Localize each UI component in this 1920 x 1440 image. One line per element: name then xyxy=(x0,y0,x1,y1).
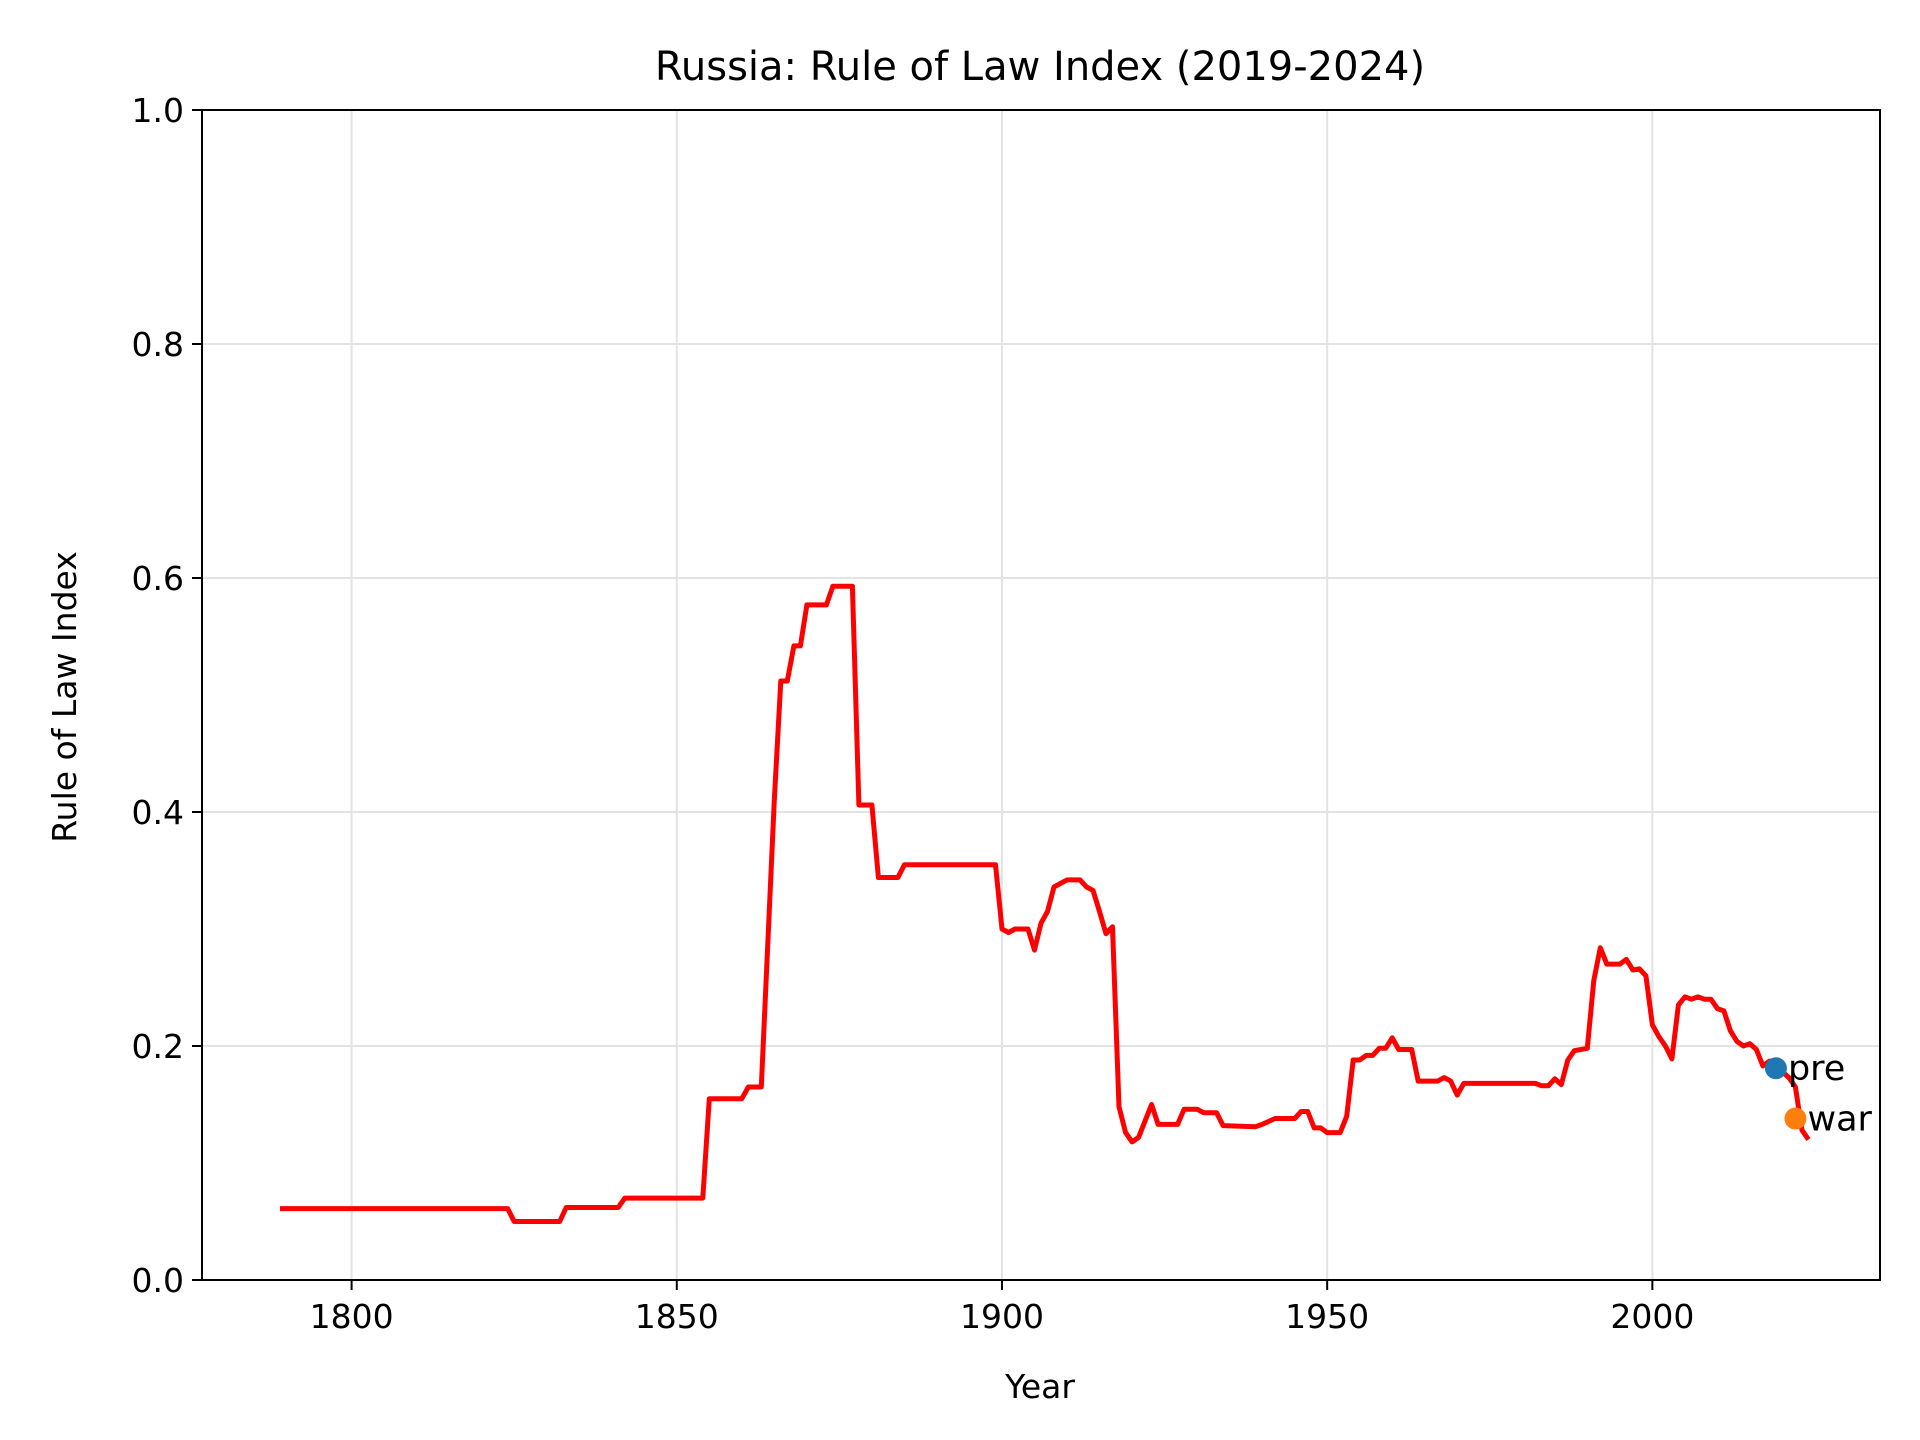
y-tick-label: 0.2 xyxy=(132,1027,184,1066)
x-tick-label: 1800 xyxy=(310,1297,394,1336)
y-tick-label: 1.0 xyxy=(132,91,184,130)
x-tick-label: 1950 xyxy=(1285,1297,1369,1336)
chart-title: Russia: Rule of Law Index (2019-2024) xyxy=(655,44,1425,90)
y-tick-label: 0.8 xyxy=(132,325,184,364)
plot-frame xyxy=(201,109,1881,1281)
x-tick-label: 2000 xyxy=(1610,1297,1694,1336)
x-axis-title: Year xyxy=(1004,1367,1075,1406)
marker-point xyxy=(1764,1057,1787,1080)
y-tick-label: 0.6 xyxy=(132,559,184,598)
grid-layer xyxy=(202,110,1880,1280)
marker-point xyxy=(1784,1107,1807,1130)
x-tick-label: 1850 xyxy=(635,1297,719,1336)
y-tick-label: 0.4 xyxy=(132,793,184,832)
marker-label: war xyxy=(1807,1100,1872,1140)
series-line xyxy=(280,583,1811,1224)
y-tick-label: 0.0 xyxy=(132,1261,184,1300)
series-layer xyxy=(280,583,1811,1224)
marker-label: pre xyxy=(1788,1049,1845,1089)
marker-layer: pre war xyxy=(1764,1049,1873,1140)
y-axis-title: Rule of Law Index xyxy=(45,551,84,843)
x-tick-label: 1900 xyxy=(960,1297,1044,1336)
tick-layer: 1800 1850 1900 1950 2000 0.0 0.2 0.4 0.6 0.8 1.0 xyxy=(132,91,1695,1336)
